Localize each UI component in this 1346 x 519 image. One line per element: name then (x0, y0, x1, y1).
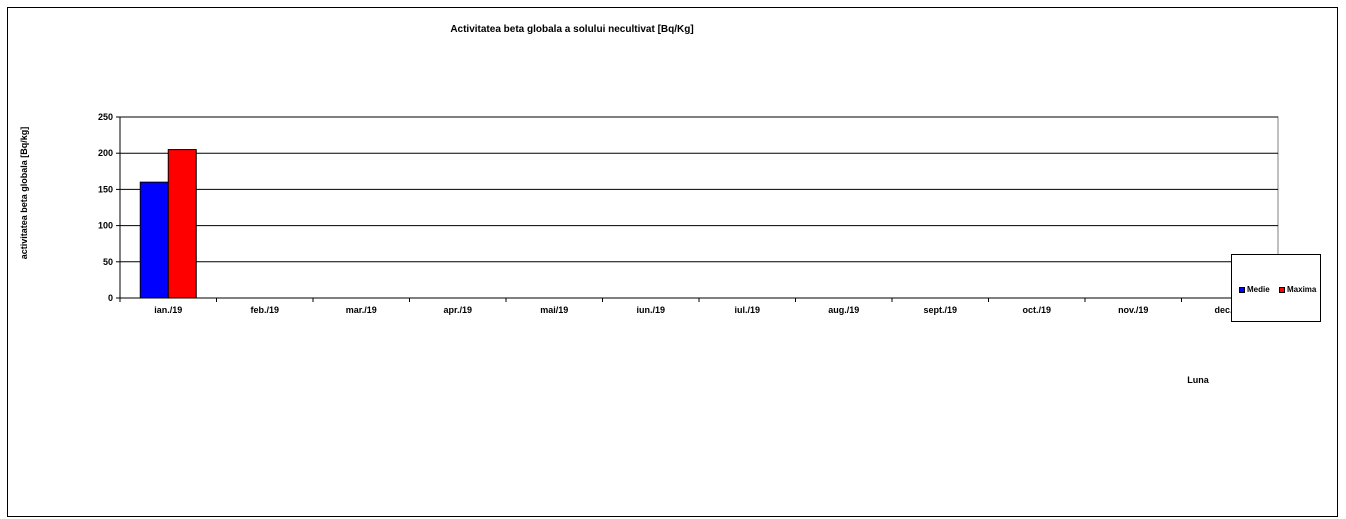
legend-label-medie: Medie (1247, 285, 1270, 294)
legend-swatch-maxima (1279, 286, 1285, 293)
y-tick-label: 150 (98, 184, 113, 194)
x-tick-label: sept./19 (923, 305, 957, 315)
x-tick-label: nov./19 (1118, 305, 1148, 315)
chart-title: Activitatea beta globala a solului necul… (450, 24, 693, 35)
x-tick-label: iul./19 (734, 305, 760, 315)
legend-label-maxima: Maxima (1287, 285, 1317, 294)
x-tick-label: ian./19 (154, 305, 182, 315)
bar-medie-0 (139, 181, 169, 299)
legend-item-maxima: Maxima (1279, 285, 1316, 294)
y-tick-label: 50 (103, 257, 113, 267)
x-tick-label: aug./19 (828, 305, 859, 315)
bar-maxima-0 (167, 149, 197, 299)
plot-area: 0 50 100 150 200 250 ian./19 feb./19 mar./19 apr.… (98, 112, 1279, 315)
plot-border (119, 116, 1279, 299)
legend-swatch-medie (1239, 286, 1245, 293)
x-tick-label: mar./19 (346, 305, 377, 315)
x-tick-label: feb./19 (250, 305, 279, 315)
y-tick-label: 200 (98, 148, 113, 158)
legend: Medie Maxima (1231, 254, 1321, 322)
x-axis-label: Luna (1187, 375, 1209, 385)
x-tick-label: iun./19 (636, 305, 665, 315)
y-tick-label: 250 (98, 112, 113, 122)
x-tick-label: apr./19 (443, 305, 472, 315)
y-tick-label: 0 (108, 293, 113, 303)
x-tick-label: oct./19 (1022, 305, 1051, 315)
x-tick-label: mai/19 (540, 305, 568, 315)
x-tick-label: dec./19 (1214, 305, 1245, 315)
y-tick-label: 100 (98, 221, 113, 231)
y-axis-label: activitatea beta globala [Bq/kg] (19, 127, 29, 260)
legend-item-medie: Medie (1239, 285, 1270, 294)
